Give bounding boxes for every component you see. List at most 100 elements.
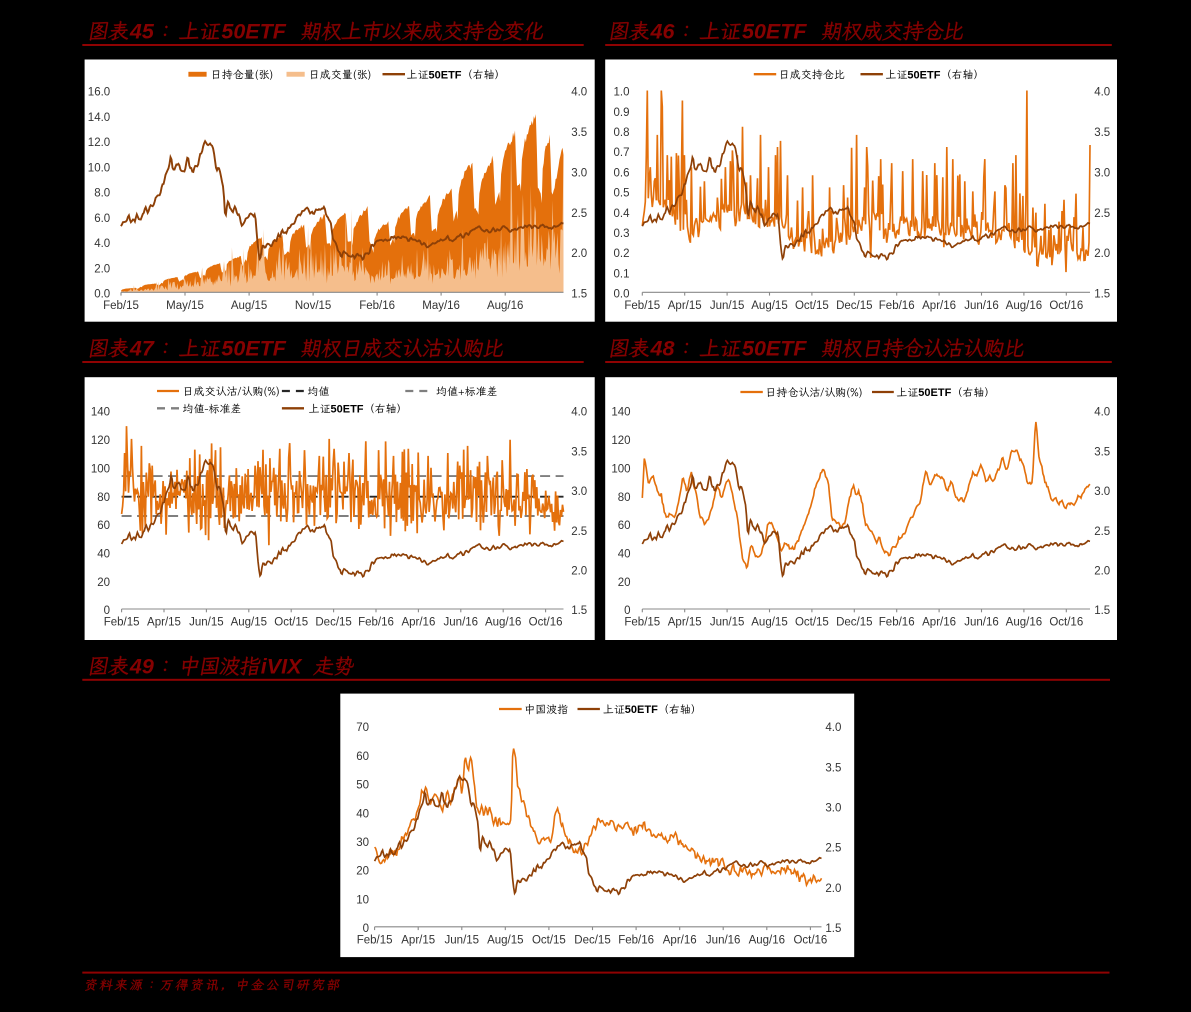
svg-text:0.2: 0.2 [614, 248, 630, 260]
svg-text:45: 45 [129, 20, 155, 44]
svg-text:Feb/15: Feb/15 [624, 300, 660, 312]
svg-text:Oct/16: Oct/16 [1049, 300, 1083, 312]
svg-text:Aug/16: Aug/16 [1006, 300, 1042, 312]
svg-text:May/16: May/16 [422, 300, 460, 312]
svg-text:10.0: 10.0 [88, 162, 110, 174]
svg-text:Aug/16: Aug/16 [487, 300, 523, 312]
svg-text:46: 46 [650, 20, 676, 44]
svg-text:2.0: 2.0 [825, 883, 841, 895]
svg-text:47: 47 [129, 337, 155, 361]
svg-text:Dec/15: Dec/15 [836, 300, 872, 312]
svg-text:2.5: 2.5 [571, 208, 587, 220]
svg-text:3.5: 3.5 [571, 127, 587, 139]
svg-text:4.0: 4.0 [94, 238, 110, 250]
svg-text:80: 80 [97, 492, 110, 504]
svg-text:50ETF: 50ETF [221, 337, 286, 361]
svg-text:Jun/15: Jun/15 [445, 934, 480, 946]
svg-text:10: 10 [356, 894, 369, 906]
svg-text:1.5: 1.5 [1094, 605, 1110, 617]
svg-text:0: 0 [363, 923, 369, 935]
svg-text:2.0: 2.0 [94, 263, 110, 275]
svg-text:Apr/16: Apr/16 [922, 617, 956, 629]
svg-text:Aug/15: Aug/15 [751, 617, 787, 629]
svg-text:40: 40 [618, 549, 631, 561]
svg-text:2.0: 2.0 [571, 566, 587, 578]
svg-text:20: 20 [97, 577, 110, 589]
svg-text:50ETF: 50ETF [907, 69, 940, 81]
svg-text:Aug/15: Aug/15 [231, 617, 267, 629]
svg-text:Feb/16: Feb/16 [359, 300, 395, 312]
svg-text:Jun/16: Jun/16 [706, 934, 741, 946]
svg-text:50ETF: 50ETF [742, 20, 807, 44]
svg-text:2.5: 2.5 [1094, 208, 1110, 220]
svg-text:50: 50 [356, 780, 369, 792]
svg-text:30: 30 [356, 837, 369, 849]
svg-text:4.0: 4.0 [825, 722, 841, 734]
svg-text:Jun/15: Jun/15 [710, 300, 745, 312]
svg-text:60: 60 [97, 520, 110, 532]
svg-text:50ETF: 50ETF [429, 69, 462, 81]
svg-text:2.5: 2.5 [571, 526, 587, 538]
svg-text:Feb/16: Feb/16 [358, 617, 394, 629]
svg-text:3.5: 3.5 [1094, 127, 1110, 139]
svg-text:Oct/15: Oct/15 [795, 617, 829, 629]
svg-text:1.5: 1.5 [825, 923, 841, 935]
svg-text:40: 40 [97, 549, 110, 561]
svg-text:2.5: 2.5 [825, 843, 841, 855]
svg-text:1.0: 1.0 [614, 87, 630, 99]
svg-text:16.0: 16.0 [88, 87, 110, 99]
svg-text:0.7: 0.7 [614, 147, 630, 159]
svg-text:Aug/16: Aug/16 [1006, 617, 1042, 629]
svg-text:Jun/15: Jun/15 [710, 617, 745, 629]
svg-text:0.4: 0.4 [614, 208, 631, 220]
svg-text:Oct/16: Oct/16 [1049, 617, 1083, 629]
svg-text:0.1: 0.1 [614, 268, 630, 280]
svg-text:May/15: May/15 [166, 300, 204, 312]
svg-text:Dec/15: Dec/15 [315, 617, 351, 629]
svg-text:Jun/15: Jun/15 [189, 617, 224, 629]
svg-text:20: 20 [356, 866, 369, 878]
svg-text:0.5: 0.5 [614, 188, 630, 200]
svg-text:2.0: 2.0 [1094, 248, 1110, 260]
svg-text:80: 80 [618, 492, 631, 504]
svg-text:Dec/15: Dec/15 [836, 617, 872, 629]
svg-text:Nov/15: Nov/15 [295, 300, 331, 312]
svg-text:12.0: 12.0 [88, 137, 110, 149]
svg-text:Apr/15: Apr/15 [147, 617, 181, 629]
svg-text:0: 0 [624, 605, 630, 617]
svg-text:0.0: 0.0 [614, 289, 630, 301]
svg-text:49: 49 [129, 655, 154, 679]
svg-text:6.0: 6.0 [94, 213, 110, 225]
svg-text:8.0: 8.0 [94, 188, 110, 200]
svg-text:0.6: 0.6 [614, 167, 630, 179]
svg-text:60: 60 [356, 751, 369, 763]
svg-text:Jun/16: Jun/16 [964, 617, 999, 629]
svg-text:Oct/16: Oct/16 [793, 934, 827, 946]
svg-text:Feb/16: Feb/16 [879, 617, 915, 629]
svg-text:3.0: 3.0 [571, 167, 587, 179]
svg-text:140: 140 [91, 407, 110, 419]
svg-text:2.0: 2.0 [1094, 566, 1110, 578]
svg-text:50ETF: 50ETF [918, 387, 951, 399]
svg-text:iVIX: iVIX [261, 655, 303, 679]
svg-text:3.0: 3.0 [1094, 167, 1110, 179]
svg-text:Aug/15: Aug/15 [751, 300, 787, 312]
svg-text:100: 100 [91, 463, 110, 475]
svg-text:60: 60 [618, 520, 631, 532]
svg-text:Jun/16: Jun/16 [444, 617, 479, 629]
svg-text:48: 48 [650, 337, 675, 361]
svg-text:3.5: 3.5 [571, 446, 587, 458]
svg-text:Feb/15: Feb/15 [103, 300, 139, 312]
svg-text:Oct/15: Oct/15 [795, 300, 829, 312]
svg-text:100: 100 [611, 463, 630, 475]
svg-text:4.0: 4.0 [1094, 87, 1110, 99]
svg-text:50ETF: 50ETF [742, 337, 807, 361]
svg-text:70: 70 [356, 722, 369, 734]
svg-text:Apr/15: Apr/15 [401, 934, 435, 946]
svg-text:Apr/16: Apr/16 [401, 617, 435, 629]
svg-text:Oct/16: Oct/16 [529, 617, 563, 629]
svg-text:120: 120 [91, 435, 110, 447]
svg-text:Apr/16: Apr/16 [663, 934, 697, 946]
svg-text:0.8: 0.8 [614, 127, 630, 139]
svg-text:1.5: 1.5 [571, 289, 587, 301]
